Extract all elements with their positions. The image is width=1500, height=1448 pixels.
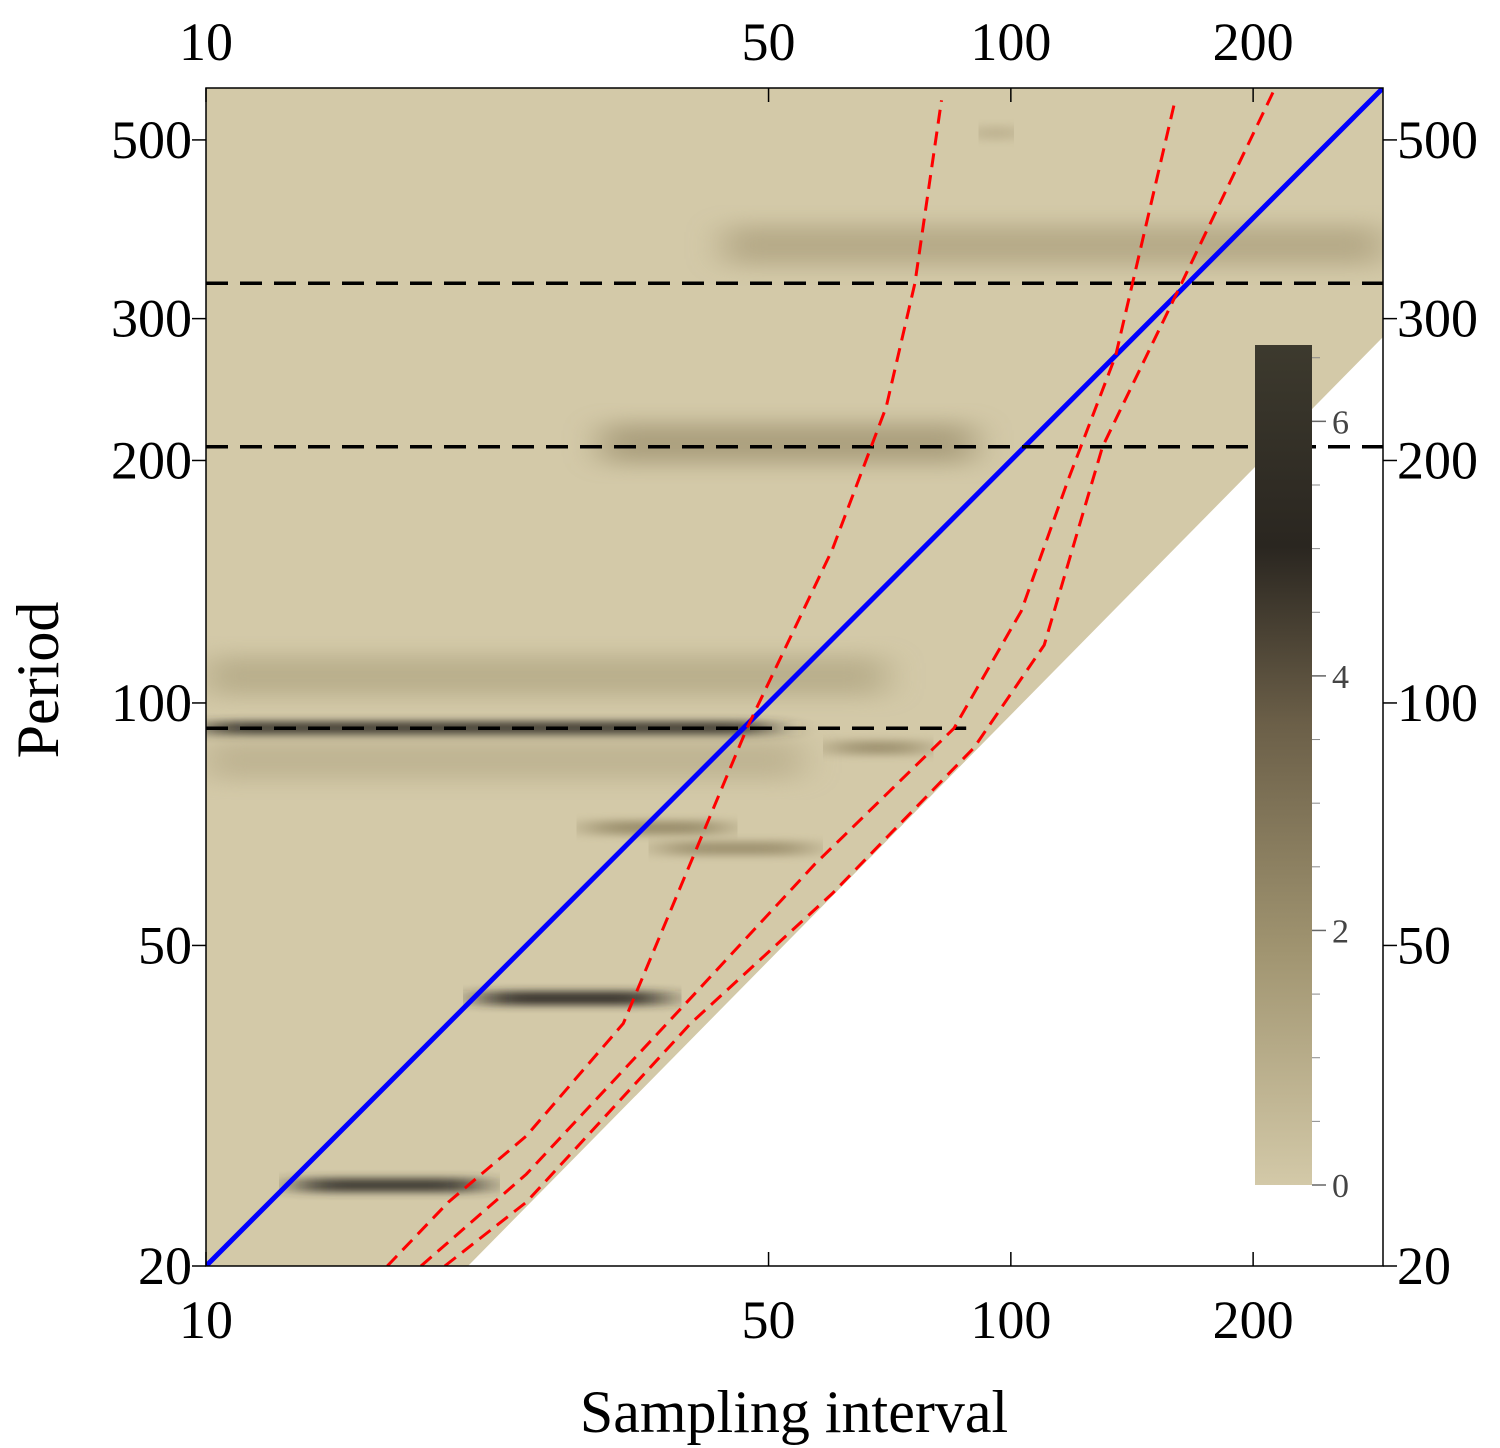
alias-curve: [386, 100, 943, 1266]
plot-frame: [205, 87, 1384, 1267]
heat-feature: [981, 125, 1011, 140]
colorbar-tick-label: 2: [1332, 913, 1349, 950]
x-tick-label-top: 200: [1213, 12, 1294, 72]
identity-line: [206, 88, 1383, 1266]
x-tick-label: 200: [1213, 1290, 1294, 1350]
y-tick-label-right: 200: [1397, 430, 1478, 490]
y-tick-label-right: 20: [1397, 1236, 1451, 1296]
heat-feature: [832, 740, 924, 755]
colorbar: 0 2 4 6: [1255, 345, 1349, 1205]
y-tick-label: 50: [138, 915, 192, 975]
colorbar-tick-label: 6: [1332, 404, 1349, 441]
x-tick-label: 100: [970, 1290, 1051, 1350]
x-tick-label: 50: [742, 1290, 796, 1350]
heat-feature: [663, 841, 809, 856]
y-tick-label: 100: [111, 673, 192, 733]
heat-feature: [481, 991, 664, 1006]
heat-feature: [297, 1178, 482, 1193]
y-axis-title: Period: [5, 602, 71, 759]
x-tick-label: 10: [179, 1290, 233, 1350]
y-tick-label: 20: [138, 1236, 192, 1296]
x-axis-title: Sampling interval: [580, 1379, 1008, 1445]
y-tick-label-right: 50: [1397, 915, 1451, 975]
x-tick-label-top: 10: [179, 12, 233, 72]
heat-feature: [601, 423, 975, 464]
colorbar-tick-label: 0: [1332, 1168, 1349, 1205]
alias-curve: [443, 88, 1277, 1266]
colorbar-tick-label: 4: [1332, 659, 1349, 696]
alias-curve: [420, 99, 1177, 1266]
heat-feature: [206, 739, 802, 780]
y-tick-label: 300: [111, 289, 192, 349]
y-tick-label-right: 300: [1397, 289, 1478, 349]
heat-feature: [590, 820, 724, 835]
heat-feature: [723, 225, 1383, 266]
y-tick-label-right: 500: [1397, 110, 1478, 170]
y-tick-label: 500: [111, 110, 192, 170]
x-tick-label-top: 50: [742, 12, 796, 72]
colorbar-gradient: [1255, 345, 1312, 1185]
y-tick-label-right: 100: [1397, 673, 1478, 733]
y-tick-label: 200: [111, 430, 192, 490]
x-tick-label-top: 100: [970, 12, 1051, 72]
